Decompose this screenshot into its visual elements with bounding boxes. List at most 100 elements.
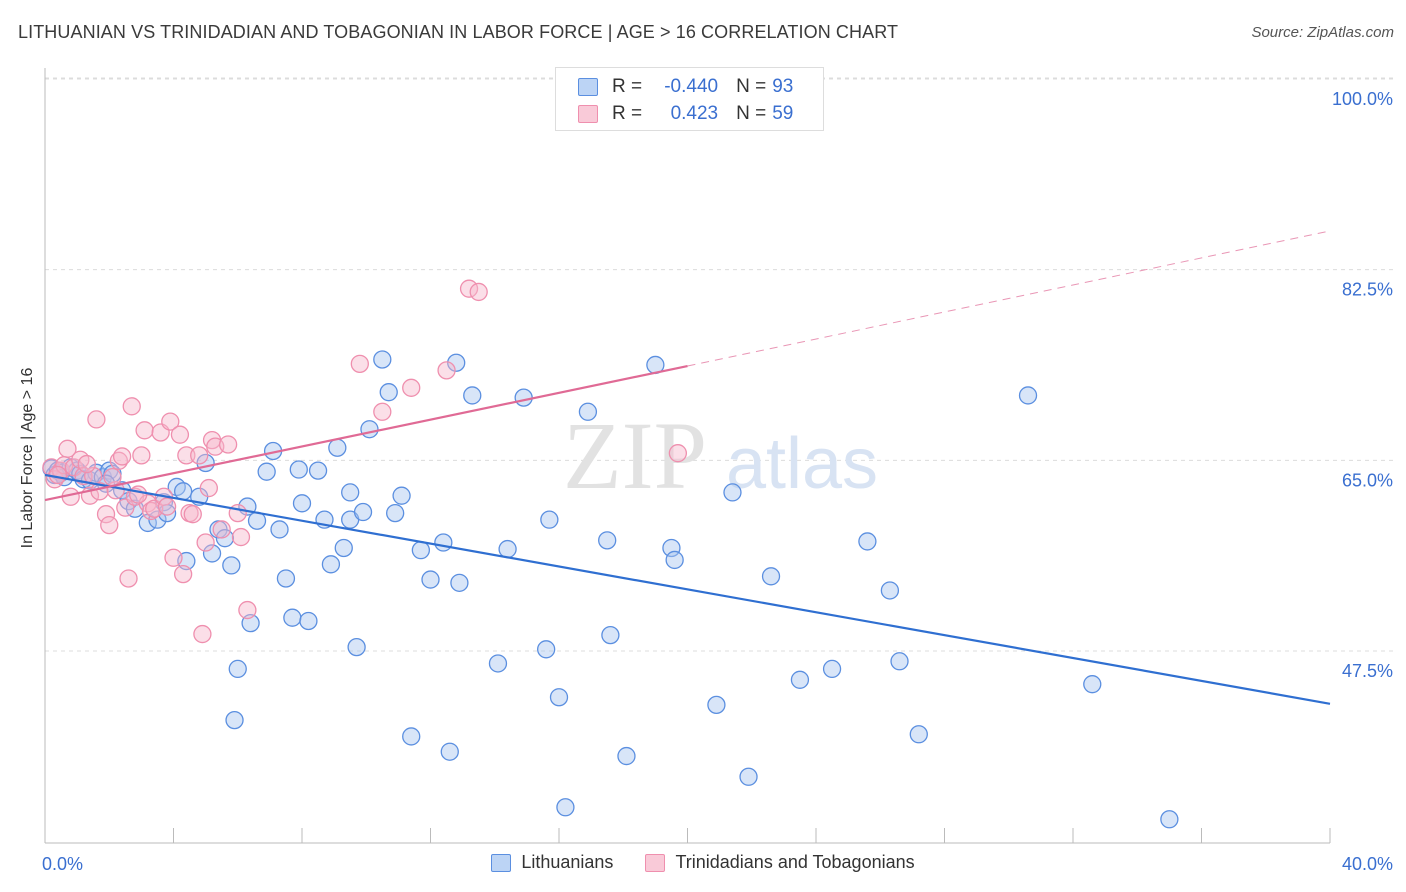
data-point-lithuanians (761, 567, 781, 586)
data-point-lithuanians (379, 383, 398, 402)
data-point-trinidadians (170, 425, 190, 444)
x-tick-label: 40.0% (1342, 854, 1393, 874)
data-point-lithuanians (1018, 386, 1038, 405)
legend-n-value: 93 (772, 76, 794, 97)
data-point-lithuanians (289, 460, 308, 479)
data-point-trinidadians (193, 624, 212, 644)
data-point-trinidadians (103, 468, 122, 487)
data-point-trinidadians (402, 378, 421, 397)
data-point-lithuanians (617, 746, 636, 766)
x-tick-label: 0.0% (42, 854, 83, 874)
data-point-trinidadians (112, 447, 132, 466)
data-point-lithuanians (402, 727, 421, 746)
data-point-trinidadians (196, 533, 215, 552)
data-point-trinidadians (212, 520, 231, 539)
trend-line-trinidadians (44, 364, 688, 502)
data-point-lithuanians (790, 670, 810, 689)
data-point-lithuanians (328, 438, 347, 457)
data-point-lithuanians (463, 386, 482, 405)
data-point-lithuanians (276, 569, 296, 588)
watermark: ZIP atlas (563, 402, 878, 509)
trend-lines (44, 230, 1331, 705)
legend-r-label: R = (612, 76, 643, 97)
series-legend: Lithuanians Trinidadians and Tobagonians (0, 852, 1406, 873)
data-point-lithuanians (549, 688, 569, 707)
data-point-trinidadians (119, 569, 138, 588)
legend-n-label: N = (736, 103, 767, 124)
data-point-lithuanians (723, 483, 742, 502)
data-point-lithuanians (225, 710, 244, 730)
data-point-trinidadians (96, 505, 116, 524)
y-tick-label: 65.0% (1342, 470, 1393, 490)
legend-r-value: 0.423 (670, 103, 719, 124)
legend-item-lithuanians[interactable]: Lithuanians (491, 852, 613, 873)
y-axis-label: In Labor Force | Age > 16 (19, 367, 36, 549)
data-point-lithuanians (283, 608, 302, 627)
data-point-trinidadians (437, 361, 456, 380)
legend-row-lithuanians: R = -0.440 N = 93 (578, 74, 811, 100)
data-point-trinidadians (173, 564, 193, 584)
series-trinidadians (42, 279, 688, 644)
data-point-lithuanians (909, 725, 928, 744)
data-point-lithuanians (257, 462, 276, 481)
y-tick-label: 47.5% (1342, 661, 1393, 681)
data-point-lithuanians (360, 420, 379, 439)
data-point-trinidadians (132, 446, 151, 465)
data-point-lithuanians (822, 659, 842, 679)
data-point-lithuanians (392, 486, 411, 505)
data-point-lithuanians (858, 532, 877, 551)
data-point-lithuanians (890, 652, 909, 671)
data-point-lithuanians (270, 520, 289, 539)
data-point-lithuanians (173, 482, 193, 501)
data-point-trinidadians (199, 478, 218, 498)
trend-line-trinidadians-projection (687, 230, 1331, 367)
data-point-lithuanians (556, 798, 575, 817)
legend-r-value: -0.440 (664, 76, 719, 97)
data-point-trinidadians (77, 454, 96, 474)
data-point-lithuanians (411, 541, 431, 560)
data-point-trinidadians (87, 410, 106, 429)
trend-line-lithuanians (44, 473, 1331, 705)
legend-label-trinidadians: Trinidadians and Tobagonians (675, 852, 915, 872)
data-point-lithuanians (373, 350, 392, 369)
tick-labels: 47.5% 65.0% 82.5% 100.0% 0.0% 40.0% (42, 89, 1393, 874)
source-label: Source: ZipAtlas.com (1251, 24, 1394, 41)
data-point-lithuanians (321, 555, 341, 574)
data-point-lithuanians (228, 659, 247, 679)
data-point-trinidadians (122, 397, 141, 416)
data-point-trinidadians (161, 412, 180, 431)
axes (44, 68, 1331, 844)
data-point-lithuanians (578, 402, 598, 421)
data-point-trinidadians (135, 421, 154, 440)
legend-item-trinidadians[interactable]: Trinidadians and Tobagonians (645, 852, 915, 873)
data-point-trinidadians (190, 446, 209, 465)
data-point-lithuanians (514, 388, 533, 407)
data-point-trinidadians (164, 548, 183, 567)
y-tick-label: 82.5% (1342, 280, 1393, 300)
data-point-lithuanians (202, 544, 222, 563)
data-point-lithuanians (447, 353, 466, 372)
data-point-lithuanians (880, 581, 900, 600)
legend-label-lithuanians: Lithuanians (521, 852, 614, 872)
legend-n-value: 59 (772, 103, 794, 124)
data-point-lithuanians (540, 510, 559, 529)
data-point-lithuanians (537, 640, 556, 659)
data-point-trinidadians (157, 497, 177, 516)
data-point-lithuanians (450, 573, 469, 592)
stats-legend: R = -0.440 N = 93 R = 0.423 N = 59 (555, 67, 824, 131)
data-point-trinidadians (668, 444, 688, 463)
legend-swatch-pink (578, 105, 598, 123)
data-point-lithuanians (353, 502, 373, 522)
legend-swatch-blue (491, 853, 512, 872)
data-point-trinidadians (238, 600, 257, 620)
data-point-lithuanians (222, 556, 241, 575)
data-point-trinidadians (183, 505, 202, 524)
data-point-lithuanians (440, 742, 459, 761)
series-lithuanians (42, 350, 1179, 829)
data-point-trinidadians (469, 282, 488, 302)
data-point-lithuanians (386, 503, 405, 523)
data-point-lithuanians (488, 654, 508, 673)
legend-swatch-pink (645, 853, 666, 872)
data-point-lithuanians (308, 461, 328, 480)
